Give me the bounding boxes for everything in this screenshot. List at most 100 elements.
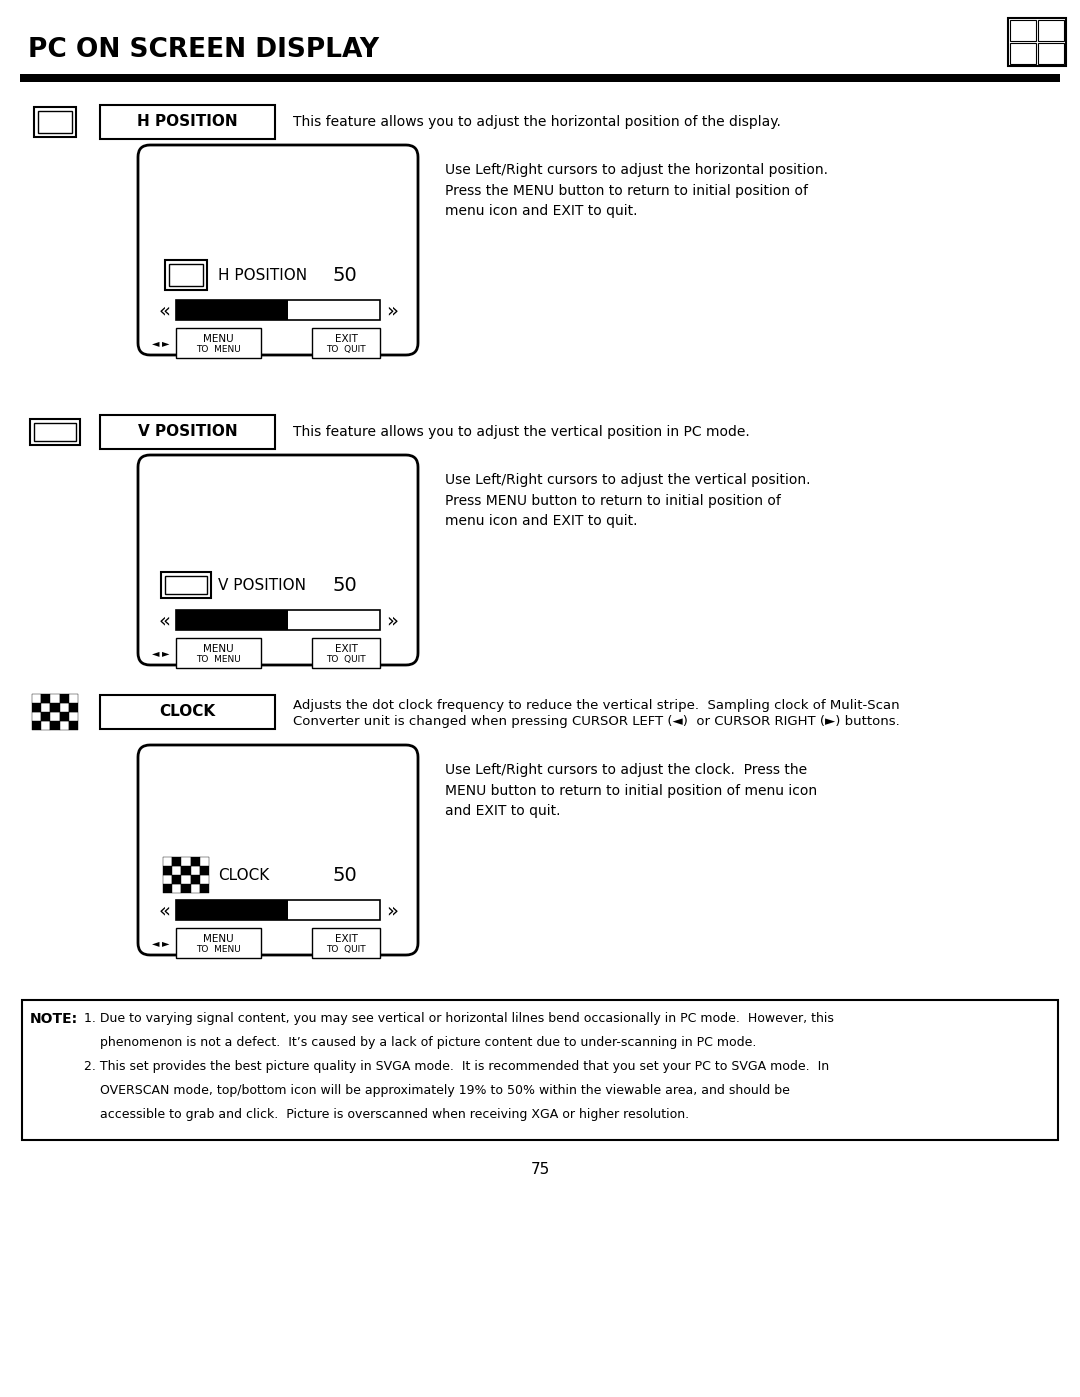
Text: Converter unit is changed when pressing CURSOR LEFT (◄)  or CURSOR RIGHT (►) but: Converter unit is changed when pressing …: [293, 714, 900, 728]
Text: This feature allows you to adjust the vertical position in PC mode.: This feature allows you to adjust the ve…: [293, 425, 750, 439]
Bar: [200, 875, 210, 884]
Bar: [59, 712, 69, 721]
Text: TO  QUIT: TO QUIT: [326, 345, 366, 353]
Bar: [163, 866, 172, 875]
Bar: [172, 858, 181, 866]
Bar: [32, 721, 41, 731]
Text: TO  MENU: TO MENU: [197, 655, 241, 664]
Bar: [312, 928, 380, 958]
Bar: [181, 866, 190, 875]
Bar: [100, 694, 275, 729]
Bar: [172, 875, 181, 884]
Bar: [51, 694, 59, 703]
Bar: [161, 573, 211, 598]
Bar: [1008, 18, 1066, 66]
Bar: [38, 110, 72, 133]
Text: 75: 75: [530, 1162, 550, 1178]
Bar: [41, 703, 51, 712]
Text: «: «: [158, 300, 170, 320]
FancyBboxPatch shape: [138, 455, 418, 665]
Bar: [100, 415, 275, 448]
Bar: [190, 866, 200, 875]
Text: Use Left/Right cursors to adjust the clock.  Press the
MENU button to return to : Use Left/Right cursors to adjust the clo…: [445, 763, 818, 819]
Text: phenomenon is not a defect.  It’s caused by a lack of picture content due to und: phenomenon is not a defect. It’s caused …: [84, 1037, 756, 1049]
Bar: [41, 721, 51, 731]
Bar: [69, 694, 78, 703]
Bar: [32, 703, 41, 712]
Bar: [41, 694, 51, 703]
Bar: [59, 703, 69, 712]
Bar: [163, 884, 172, 893]
Text: V POSITION: V POSITION: [137, 425, 238, 440]
Text: «: «: [158, 610, 170, 630]
Bar: [1010, 43, 1036, 64]
Text: 1. Due to varying signal content, you may see vertical or horizontal lilnes bend: 1. Due to varying signal content, you ma…: [84, 1011, 834, 1025]
Text: »: »: [386, 300, 399, 320]
Bar: [100, 105, 275, 138]
Text: »: »: [386, 610, 399, 630]
Text: Adjusts the dot clock frequency to reduce the vertical stripe.  Sampling clock o: Adjusts the dot clock frequency to reduc…: [293, 698, 900, 711]
Text: Use Left/Right cursors to adjust the vertical position.
Press MENU button to ret: Use Left/Right cursors to adjust the ver…: [445, 474, 810, 528]
Text: EXIT: EXIT: [335, 644, 357, 654]
Text: ►: ►: [162, 338, 170, 348]
Bar: [176, 328, 261, 358]
Bar: [165, 576, 207, 594]
Text: «: «: [158, 901, 170, 919]
FancyBboxPatch shape: [138, 145, 418, 355]
Bar: [200, 858, 210, 866]
Text: Use Left/Right cursors to adjust the horizontal position.
Press the MENU button : Use Left/Right cursors to adjust the hor…: [445, 163, 828, 218]
FancyBboxPatch shape: [138, 745, 418, 956]
Text: accessible to grab and click.  Picture is overscanned when receiving XGA or high: accessible to grab and click. Picture is…: [84, 1108, 689, 1120]
Bar: [190, 858, 200, 866]
Bar: [22, 1000, 1058, 1140]
Bar: [1038, 20, 1064, 41]
Bar: [181, 884, 190, 893]
Bar: [176, 300, 288, 320]
Bar: [190, 884, 200, 893]
Bar: [165, 260, 207, 291]
Bar: [312, 637, 380, 668]
Bar: [51, 712, 59, 721]
Bar: [176, 637, 261, 668]
Text: OVERSCAN mode, top/bottom icon will be approximately 19% to 50% within the viewa: OVERSCAN mode, top/bottom icon will be a…: [84, 1084, 789, 1097]
Text: MENU: MENU: [203, 644, 233, 654]
Text: »: »: [386, 901, 399, 919]
Bar: [21, 74, 1059, 82]
Text: CLOCK: CLOCK: [160, 704, 216, 719]
Text: PC ON SCREEN DISPLAY: PC ON SCREEN DISPLAY: [28, 36, 379, 63]
Bar: [172, 884, 181, 893]
Bar: [181, 875, 190, 884]
Bar: [32, 694, 41, 703]
Text: ►: ►: [162, 648, 170, 658]
Text: MENU: MENU: [203, 933, 233, 943]
Bar: [69, 721, 78, 731]
Bar: [30, 419, 80, 446]
Text: TO  QUIT: TO QUIT: [326, 655, 366, 664]
Text: 2. This set provides the best picture quality in SVGA mode.  It is recommended t: 2. This set provides the best picture qu…: [84, 1060, 829, 1073]
Bar: [51, 721, 59, 731]
Bar: [41, 712, 51, 721]
Bar: [176, 300, 380, 320]
Text: NOTE:: NOTE:: [30, 1011, 78, 1025]
Bar: [200, 884, 210, 893]
Text: ►: ►: [162, 937, 170, 947]
Bar: [176, 928, 261, 958]
Text: 50: 50: [333, 576, 357, 595]
Bar: [1010, 20, 1036, 41]
Bar: [59, 721, 69, 731]
Bar: [33, 108, 76, 137]
Bar: [51, 703, 59, 712]
Bar: [59, 694, 69, 703]
Text: EXIT: EXIT: [335, 334, 357, 344]
Text: EXIT: EXIT: [335, 933, 357, 943]
Text: ◄: ◄: [152, 937, 160, 947]
Text: 50: 50: [333, 866, 357, 884]
Bar: [172, 866, 181, 875]
Text: MENU: MENU: [203, 334, 233, 344]
Bar: [176, 610, 380, 630]
Bar: [32, 712, 41, 721]
Bar: [176, 901, 380, 921]
Bar: [1038, 43, 1064, 64]
Text: This feature allows you to adjust the horizontal position of the display.: This feature allows you to adjust the ho…: [293, 115, 781, 129]
Bar: [190, 875, 200, 884]
